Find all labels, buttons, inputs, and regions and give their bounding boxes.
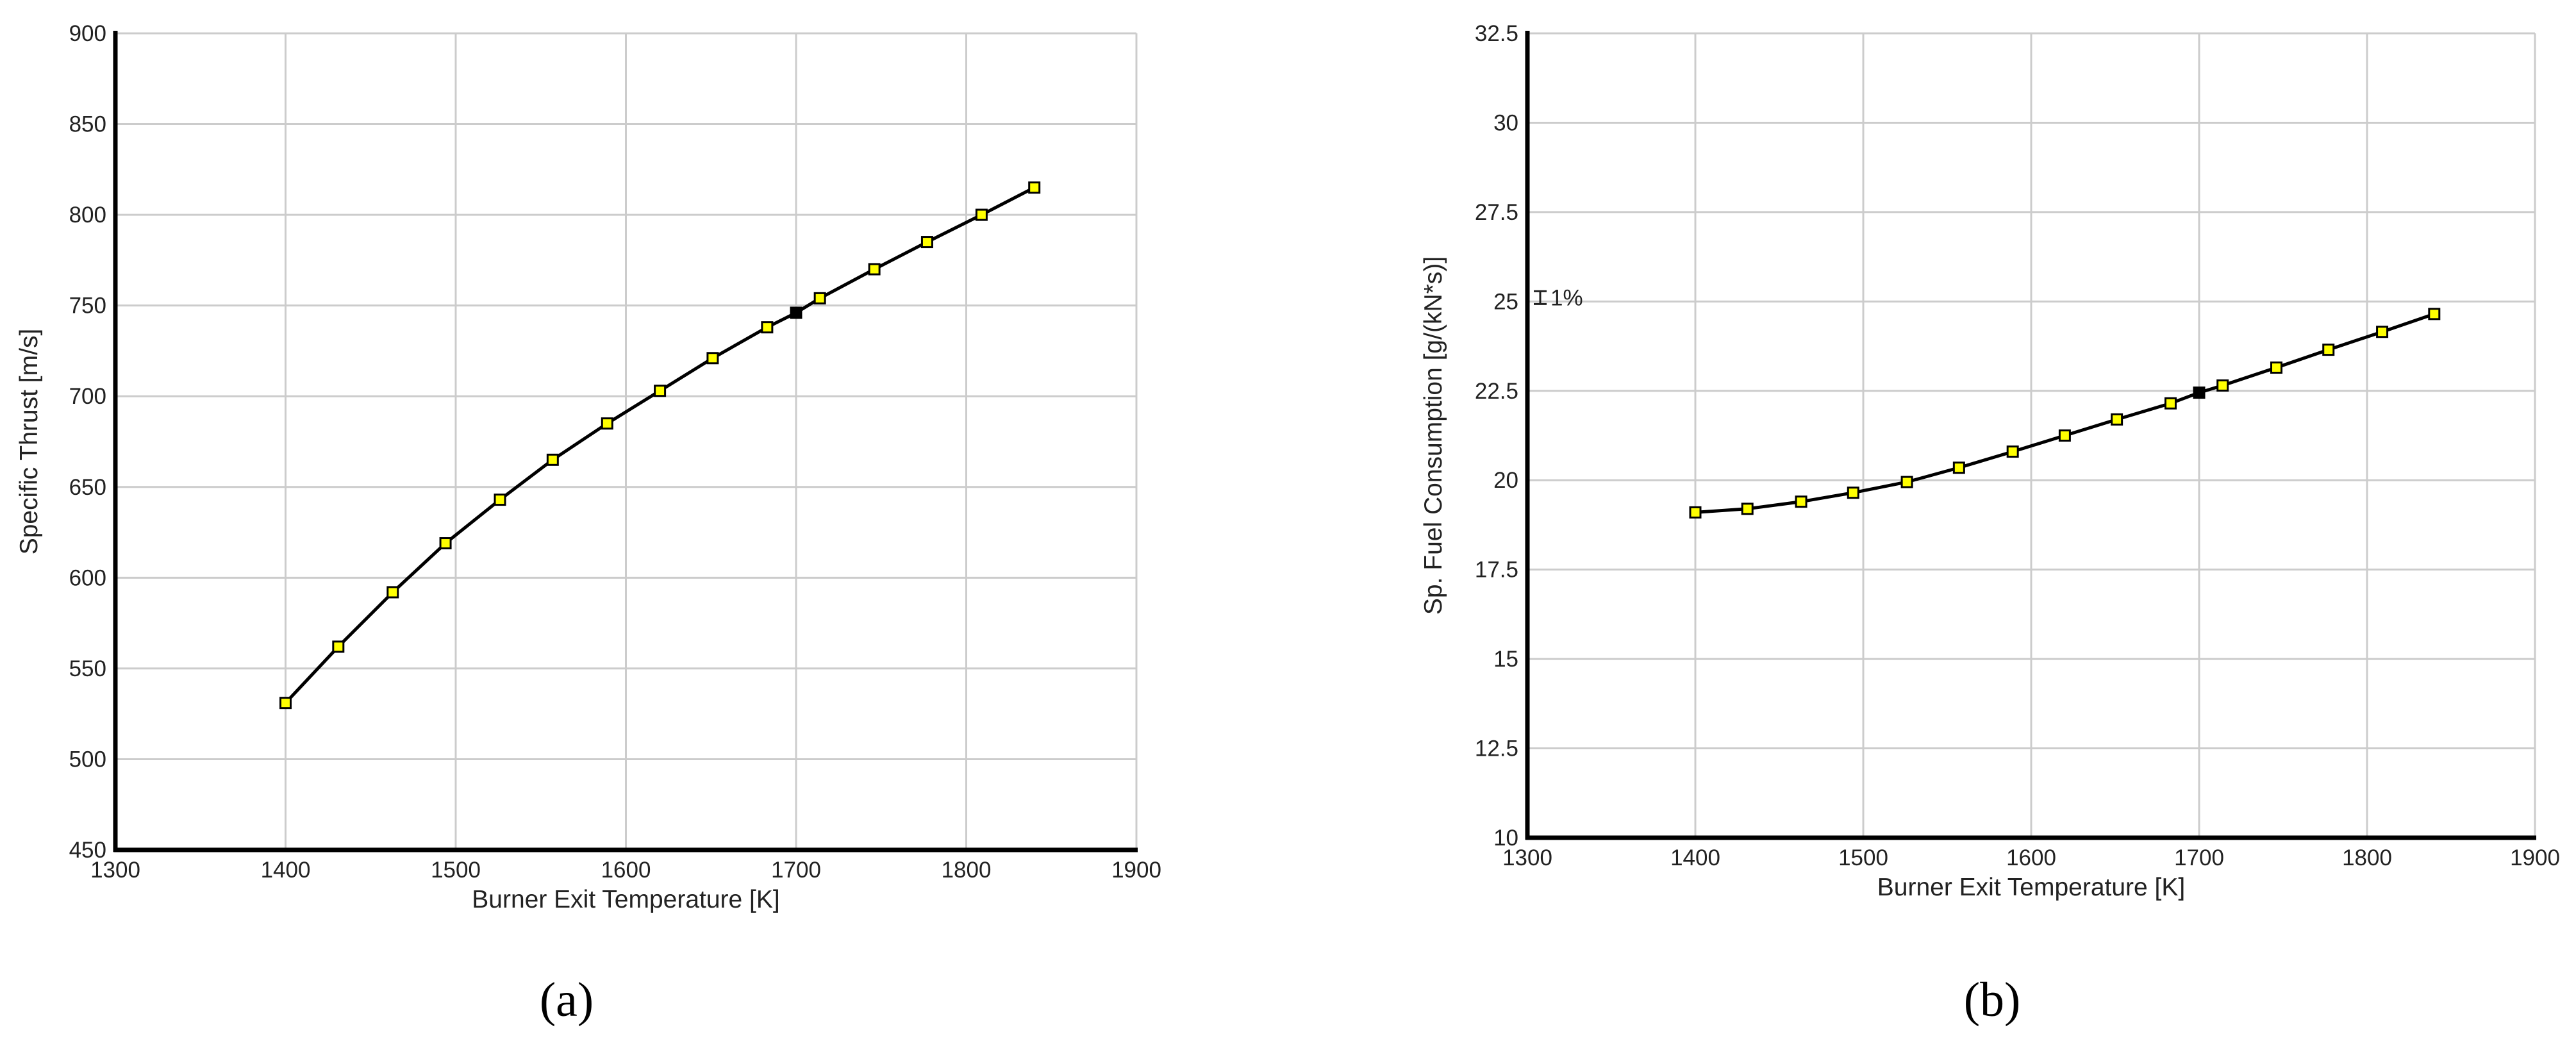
y-tick-label: 22.5 bbox=[1475, 379, 1518, 404]
y-tick-label: 750 bbox=[69, 294, 106, 319]
x-tick-label: 1600 bbox=[601, 858, 651, 883]
series-line bbox=[1695, 312, 2435, 514]
data-point-marker bbox=[1028, 181, 1041, 194]
y-tick-label: 600 bbox=[69, 565, 106, 590]
y-tick-label: 650 bbox=[69, 475, 106, 500]
series-line bbox=[284, 186, 1035, 704]
data-point-marker bbox=[706, 352, 719, 365]
data-point-marker bbox=[439, 537, 452, 550]
x-tick-label: 1800 bbox=[942, 858, 992, 883]
uncertainty-annotation: 1% bbox=[1550, 285, 1583, 310]
y-axis-title: Specific Thrust [m/s] bbox=[15, 329, 43, 555]
data-point-marker bbox=[654, 385, 667, 397]
panel-b: 1300 1400 1500 1600 1700 1800 1900 10 12.5 15 17.5… bbox=[1420, 21, 2560, 1027]
y-tick-label: 10 bbox=[1493, 826, 1518, 851]
data-point-marker bbox=[920, 236, 933, 249]
data-point-marker bbox=[279, 697, 292, 710]
y-tick-label: 850 bbox=[69, 112, 106, 137]
x-tick-label: 1500 bbox=[431, 858, 481, 883]
data-point-marker bbox=[1847, 486, 1859, 499]
y-tick-label: 900 bbox=[69, 21, 106, 46]
x-tick-label: 1900 bbox=[2510, 845, 2560, 870]
data-point-marker bbox=[868, 263, 881, 276]
data-point-marker bbox=[546, 453, 559, 466]
x-axis-title: Burner Exit Temperature [K] bbox=[1877, 874, 2186, 901]
data-point-marker bbox=[2058, 429, 2071, 442]
data-point-marker bbox=[601, 417, 613, 430]
y-tick-label: 20 bbox=[1493, 468, 1518, 493]
data-point-marker bbox=[2006, 445, 2019, 458]
data-point-marker bbox=[2376, 326, 2389, 338]
x-tick-label: 1900 bbox=[1111, 858, 1161, 883]
y-tick-label: 15 bbox=[1493, 647, 1518, 672]
y-axis-title: Sp. Fuel Consumption [g/(kN*s)] bbox=[1420, 256, 1447, 615]
data-point-marker bbox=[2428, 308, 2441, 320]
y-tick-label: 450 bbox=[69, 838, 106, 863]
data-point-marker bbox=[1900, 476, 1913, 488]
data-point-marker bbox=[761, 321, 774, 334]
x-axis-title: Burner Exit Temperature [K] bbox=[472, 886, 780, 913]
data-point-marker bbox=[813, 292, 826, 304]
data-point-marker bbox=[386, 586, 399, 599]
y-tick-label: 500 bbox=[69, 747, 106, 772]
y-tick-label: 17.5 bbox=[1475, 558, 1518, 583]
x-tick-label: 1800 bbox=[2342, 845, 2392, 870]
data-point-marker bbox=[1952, 461, 1965, 474]
y-tick-label: 550 bbox=[69, 656, 106, 681]
x-tick-label: 1700 bbox=[2174, 845, 2224, 870]
x-tick-label: 1400 bbox=[1670, 845, 1720, 870]
panel-caption: (a) bbox=[540, 973, 594, 1027]
x-tick-label: 1500 bbox=[1838, 845, 1888, 870]
y-tick-label: 32.5 bbox=[1475, 21, 1518, 46]
data-point-marker bbox=[2270, 362, 2283, 374]
y-tick-label: 12.5 bbox=[1475, 736, 1518, 761]
data-point-marker bbox=[494, 494, 506, 506]
y-tick-label: 30 bbox=[1493, 110, 1518, 135]
data-point-marker bbox=[1741, 503, 1754, 515]
data-point-marker bbox=[2111, 413, 2123, 426]
data-point-marker bbox=[1795, 495, 1807, 508]
panel-a: 1300 1400 1500 1600 1700 1800 1900 450 500 550 600… bbox=[15, 21, 1161, 1027]
data-point-marker bbox=[2164, 397, 2177, 410]
data-point-marker bbox=[2322, 344, 2335, 356]
x-tick-label: 1300 bbox=[1502, 845, 1552, 870]
data-point-marker bbox=[1689, 506, 1702, 519]
design-point-marker bbox=[2193, 387, 2206, 399]
panel-caption: (b) bbox=[1964, 973, 2021, 1027]
y-tick-label: 700 bbox=[69, 384, 106, 409]
x-tick-label: 1300 bbox=[90, 858, 140, 883]
data-point-marker bbox=[975, 208, 988, 221]
design-point-marker bbox=[790, 306, 802, 319]
x-tick-label: 1600 bbox=[2006, 845, 2056, 870]
y-tick-label: 800 bbox=[69, 203, 106, 228]
data-point-marker bbox=[332, 640, 345, 653]
y-tick-label: 27.5 bbox=[1475, 200, 1518, 225]
x-tick-label: 1400 bbox=[261, 858, 311, 883]
data-point-marker bbox=[2216, 379, 2229, 392]
x-tick-label: 1700 bbox=[771, 858, 821, 883]
y-tick-label: 25 bbox=[1493, 289, 1518, 314]
